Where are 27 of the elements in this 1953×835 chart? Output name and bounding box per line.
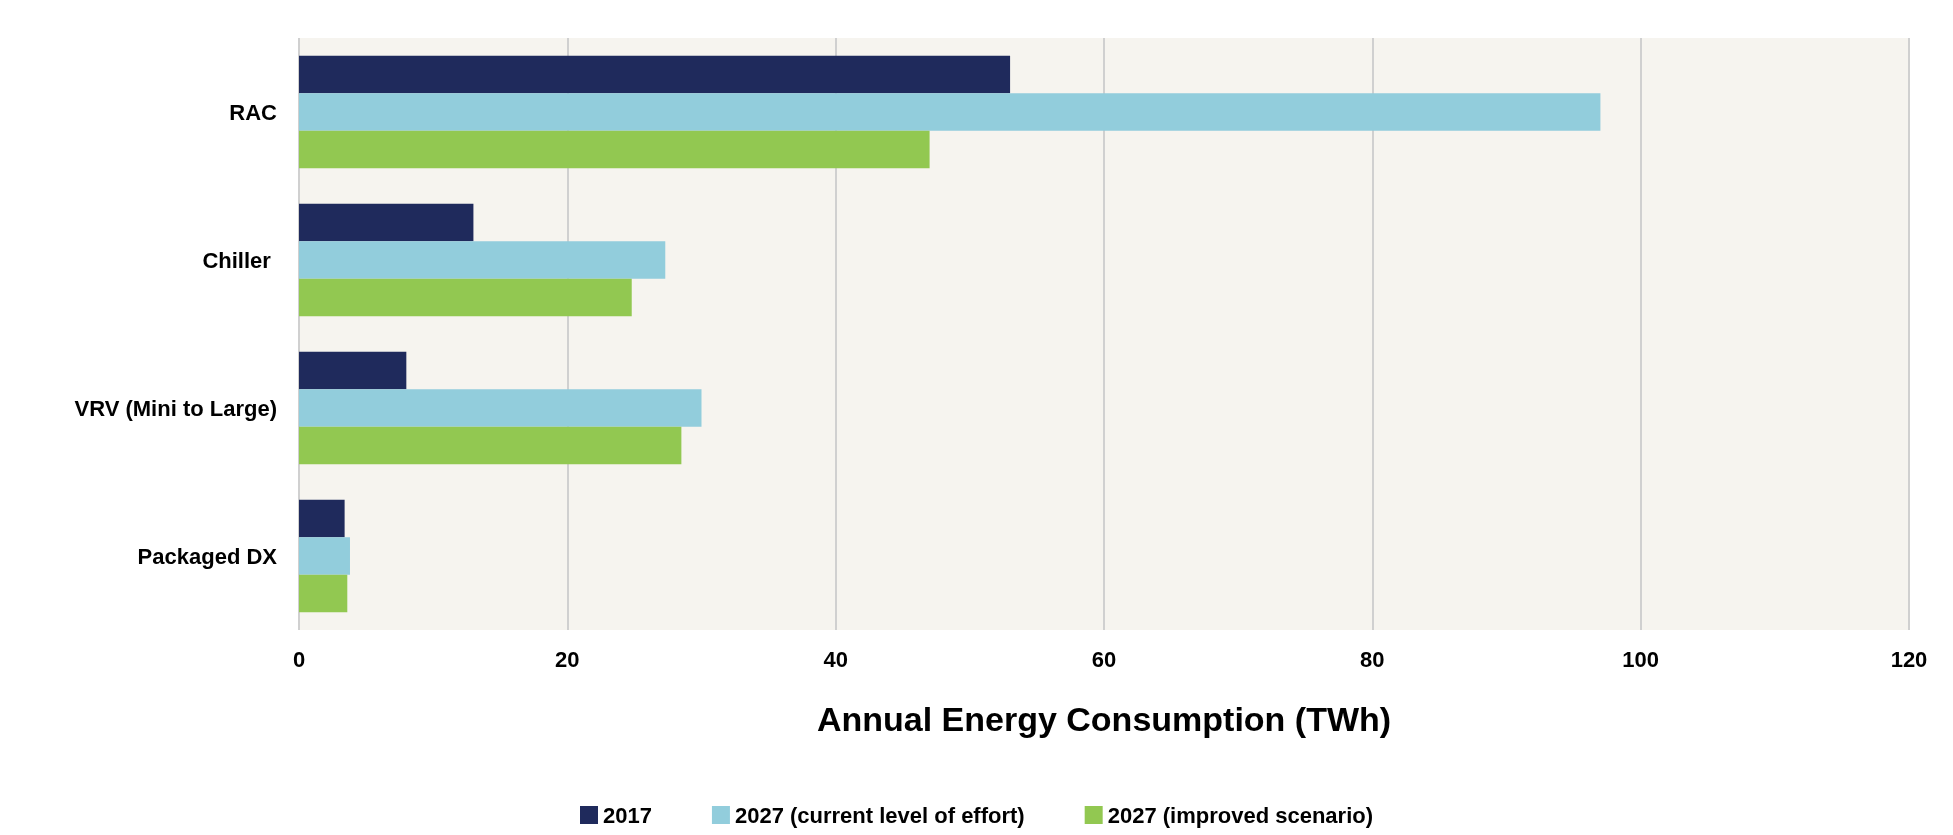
bar bbox=[299, 241, 666, 279]
bar bbox=[299, 278, 632, 317]
bar bbox=[299, 93, 1601, 131]
y-tick-label: Packaged DX bbox=[137, 543, 278, 569]
bar bbox=[299, 499, 345, 538]
x-tick-label: 40 bbox=[823, 646, 848, 672]
legend-label: 2027 (current level of effort) bbox=[734, 802, 1025, 828]
x-axis-title: Annual Energy Consumption (TWh) bbox=[816, 700, 1392, 738]
bar bbox=[299, 574, 348, 613]
y-tick-label: Chiller bbox=[202, 247, 277, 273]
bar bbox=[299, 55, 1011, 94]
legend-label: 2017 bbox=[602, 802, 652, 828]
x-tick-label: 0 bbox=[292, 646, 306, 672]
x-tick-label: 20 bbox=[555, 646, 580, 672]
legend-label: 2027 (improved scenario) bbox=[1107, 802, 1374, 828]
bar bbox=[299, 203, 474, 242]
x-tick-label: 60 bbox=[1091, 646, 1117, 672]
bar bbox=[299, 351, 407, 390]
y-tick-label: VRV (Mini to Large) bbox=[74, 395, 277, 421]
bar bbox=[299, 426, 682, 465]
bar bbox=[299, 537, 350, 575]
bar bbox=[299, 130, 930, 169]
y-tick-label: RAC bbox=[229, 99, 278, 125]
x-tick-label: 100 bbox=[1622, 646, 1660, 672]
x-tick-label: 120 bbox=[1890, 646, 1928, 672]
x-tick-label: 80 bbox=[1360, 646, 1385, 672]
bar bbox=[299, 389, 702, 427]
